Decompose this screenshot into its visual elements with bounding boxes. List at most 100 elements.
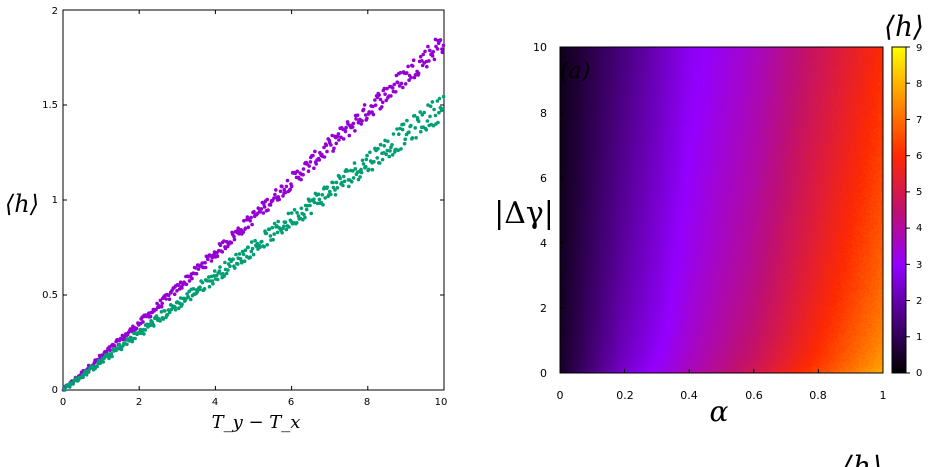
scatter-point xyxy=(215,277,220,282)
scatter-point xyxy=(242,218,246,223)
scatter-point xyxy=(312,200,317,205)
scatter-point xyxy=(364,157,369,162)
scatter-point xyxy=(390,143,394,147)
scatter-point xyxy=(390,153,395,157)
scatter-point xyxy=(223,260,227,265)
x-tick-label: 0.6 xyxy=(745,389,763,402)
scatter-point xyxy=(320,193,325,197)
scatter-point xyxy=(395,127,399,131)
y-tick-label: 2 xyxy=(540,302,547,315)
x-tick-label: 2 xyxy=(136,397,142,408)
colorbar-tick-label: 3 xyxy=(916,260,922,271)
scatter-point xyxy=(397,132,401,136)
scatter-x-axis-label: T_y − T_x xyxy=(212,412,301,433)
scatter-point xyxy=(383,92,387,96)
scatter-point xyxy=(258,210,262,214)
scatter-point xyxy=(259,207,264,211)
scatter-point xyxy=(240,249,245,254)
scatter-point xyxy=(185,292,189,296)
scatter-point xyxy=(378,161,382,165)
x-tick-label: 0.2 xyxy=(616,389,634,402)
scatter-point xyxy=(202,287,207,291)
scatter-point xyxy=(178,280,183,285)
scatter-point xyxy=(301,167,306,171)
scatter-point xyxy=(426,44,430,49)
scatter-point xyxy=(407,78,411,82)
scatter-point xyxy=(384,152,389,156)
colorbar-tick-label: 7 xyxy=(916,115,922,126)
scatter-point xyxy=(284,227,289,232)
scatter-point xyxy=(265,197,270,202)
scatter-point xyxy=(349,179,354,184)
heatmap-frame xyxy=(559,46,884,374)
scatter-point xyxy=(262,202,266,207)
scatter-point xyxy=(380,100,385,105)
scatter-point xyxy=(365,116,369,121)
scatter-point xyxy=(108,348,112,353)
scatter-point xyxy=(307,164,312,168)
scatter-point xyxy=(420,59,424,63)
scatter-point xyxy=(397,84,402,88)
scatter-point xyxy=(372,159,376,164)
scatter-point xyxy=(211,281,215,286)
scatter-point xyxy=(152,324,156,328)
scatter-point xyxy=(205,278,210,283)
scatter-point xyxy=(440,47,444,51)
scatter-point xyxy=(160,301,164,306)
scatter-point xyxy=(425,64,429,69)
y-tick-label: 4 xyxy=(540,237,547,250)
heatmap-x-ticks: 0 0.2 0.4 0.6 0.8 1 xyxy=(557,389,887,402)
scatter-point xyxy=(119,347,124,352)
scatter-point xyxy=(271,237,275,242)
scatter-point xyxy=(148,314,153,319)
scatter-point xyxy=(360,158,365,163)
scatter-point xyxy=(289,211,294,215)
scatter-point xyxy=(200,280,205,285)
scatter-point xyxy=(373,98,377,102)
x-tick-label: 1 xyxy=(880,389,887,402)
scatter-point xyxy=(341,137,346,141)
scatter-point xyxy=(339,135,343,140)
scatter-point xyxy=(166,293,171,298)
scatter-point xyxy=(239,260,244,265)
scatter-point xyxy=(150,320,154,324)
scatter-y-ticks: 0 0.5 1 1.5 2 xyxy=(42,6,58,396)
scatter-point xyxy=(289,184,294,189)
scatter-point xyxy=(387,154,392,159)
scatter-point xyxy=(416,119,421,124)
scatter-point xyxy=(440,107,445,111)
scatter-point xyxy=(364,165,368,169)
heatmap-y-ticks: 0 2 4 6 8 10 xyxy=(533,41,547,380)
scatter-point xyxy=(163,309,167,313)
scatter-point xyxy=(117,342,122,347)
scatter-point xyxy=(385,148,390,153)
scatter-point xyxy=(249,249,254,254)
scatter-point xyxy=(101,360,105,364)
scatter-point xyxy=(112,344,117,348)
heatmap-chart: (a) 0 2 4 6 8 10 0 0.2 0.4 0.6 0.8 1 |Δγ… xyxy=(494,10,924,428)
scatter-point xyxy=(413,126,418,130)
scatter-point xyxy=(284,184,289,189)
scatter-point xyxy=(175,289,179,293)
scatter-point xyxy=(262,245,266,249)
scatter-point xyxy=(331,180,335,185)
scatter-point xyxy=(299,177,303,182)
scatter-point xyxy=(422,110,427,115)
scatter-point xyxy=(203,265,208,270)
scatter-point xyxy=(403,137,408,141)
scatter-point xyxy=(110,354,114,359)
scatter-point xyxy=(224,271,229,276)
scatter-point xyxy=(236,262,240,266)
scatter-point xyxy=(220,250,225,254)
scatter-point xyxy=(159,304,164,309)
scatter-point xyxy=(236,226,240,230)
scatter-point xyxy=(344,125,348,130)
scatter-point xyxy=(410,136,415,140)
scatter-point xyxy=(351,169,355,173)
scatter-point xyxy=(441,43,446,48)
scatter-point xyxy=(209,259,214,263)
scatter-point xyxy=(188,297,193,302)
scatter-point xyxy=(398,70,403,75)
scatter-point xyxy=(264,231,269,236)
scatter-point xyxy=(432,57,437,62)
